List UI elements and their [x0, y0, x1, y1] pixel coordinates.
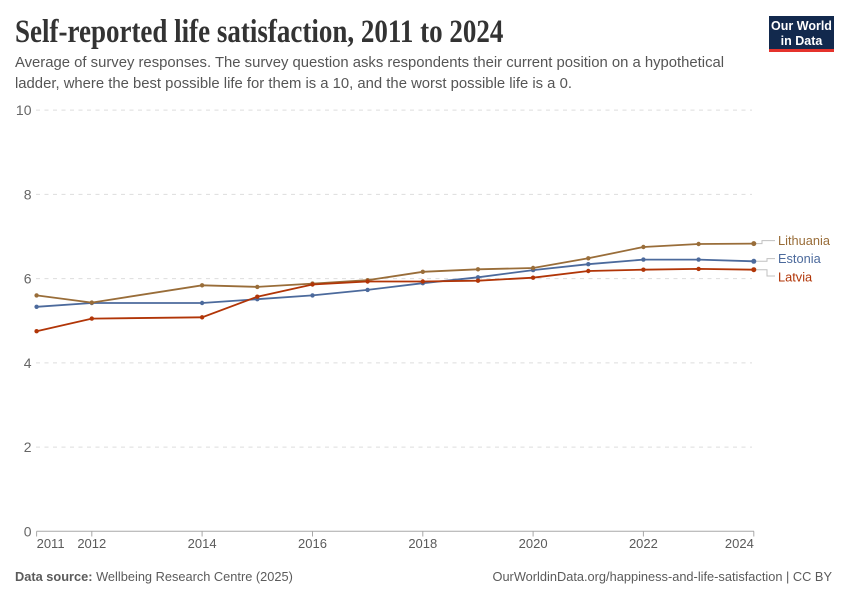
svg-text:2024: 2024 — [725, 536, 754, 551]
svg-text:Lithuania: Lithuania — [778, 233, 831, 248]
svg-text:6: 6 — [24, 271, 32, 287]
svg-text:2022: 2022 — [629, 536, 658, 551]
svg-text:Estonia: Estonia — [778, 251, 822, 266]
svg-text:10: 10 — [16, 102, 32, 118]
svg-text:Latvia: Latvia — [778, 269, 813, 284]
svg-text:2016: 2016 — [298, 536, 327, 551]
svg-text:4: 4 — [24, 355, 32, 371]
svg-text:2: 2 — [24, 439, 32, 455]
svg-text:2011: 2011 — [37, 536, 65, 551]
svg-text:2014: 2014 — [188, 536, 217, 551]
svg-text:2012: 2012 — [77, 536, 106, 551]
svg-text:0: 0 — [24, 523, 32, 539]
svg-text:2020: 2020 — [519, 536, 548, 551]
svg-text:2018: 2018 — [408, 536, 437, 551]
svg-text:8: 8 — [24, 186, 32, 202]
